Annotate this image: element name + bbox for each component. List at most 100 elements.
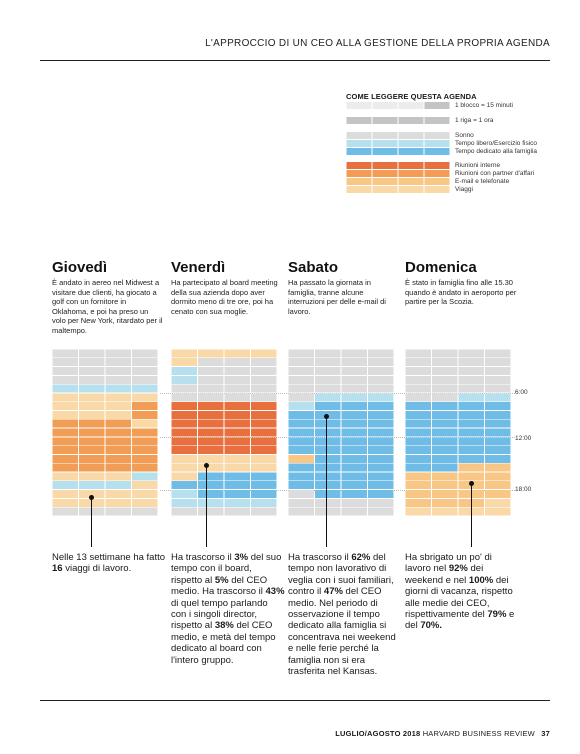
- schedule-block: [52, 472, 79, 481]
- schedule-block: [224, 393, 251, 402]
- schedule-block: [171, 349, 198, 358]
- schedule-block: [314, 463, 341, 472]
- schedule-block: [288, 419, 315, 428]
- schedule-block: [314, 507, 341, 516]
- schedule-block: [367, 375, 394, 384]
- schedule-block: [314, 481, 341, 490]
- legend-scale-block-swatch: [424, 102, 450, 109]
- day-name-giovedi: Giovedì: [52, 259, 108, 276]
- legend-swatch-travel: [372, 186, 398, 193]
- schedule-block: [52, 428, 79, 437]
- schedule-block: [131, 410, 158, 419]
- legend-swatch-travel: [424, 186, 450, 193]
- schedule-block: [52, 446, 79, 455]
- schedule-block: [314, 375, 341, 384]
- schedule-block: [171, 454, 198, 463]
- schedule-block: [367, 507, 394, 516]
- schedule-block: [484, 349, 511, 358]
- pointer-dot-domenica: [469, 481, 474, 486]
- schedule-block: [52, 419, 79, 428]
- schedule-block: [341, 393, 368, 402]
- schedule-block: [288, 481, 315, 490]
- schedule-block: [405, 375, 432, 384]
- header-title: L'APPROCCIO DI UN CEO ALLA GESTIONE DELL…: [205, 38, 550, 49]
- schedule-block: [288, 446, 315, 455]
- schedule-block: [250, 481, 277, 490]
- schedule-block: [484, 463, 511, 472]
- schedule-block: [250, 410, 277, 419]
- schedule-block: [458, 358, 485, 367]
- schedule-block: [484, 393, 511, 402]
- schedule-block: [52, 349, 79, 358]
- legend-scale-block-bg: [398, 102, 424, 109]
- schedule-block: [405, 446, 432, 455]
- schedule-block: [314, 437, 341, 446]
- schedule-block: [288, 498, 315, 507]
- schedule-block: [405, 428, 432, 437]
- schedule-block: [171, 393, 198, 402]
- schedule-block: [314, 402, 341, 411]
- schedule-block: [367, 498, 394, 507]
- pointer-dot-sabato: [324, 414, 329, 419]
- legend-swatch-email: [398, 178, 424, 185]
- schedule-block: [105, 446, 132, 455]
- schedule-block: [405, 498, 432, 507]
- legend-sleep: Sonno: [455, 132, 474, 139]
- schedule-block: [105, 472, 132, 481]
- schedule-block: [341, 419, 368, 428]
- schedule-block: [288, 507, 315, 516]
- schedule-block: [78, 393, 105, 402]
- schedule-block: [405, 358, 432, 367]
- schedule-block: [405, 472, 432, 481]
- schedule-block: [314, 393, 341, 402]
- legend-swatch-internal: [372, 162, 398, 169]
- schedule-block: [171, 481, 198, 490]
- schedule-block: [367, 366, 394, 375]
- schedule-block: [250, 393, 277, 402]
- schedule-block: [131, 437, 158, 446]
- schedule-block: [341, 507, 368, 516]
- schedule-block: [197, 463, 224, 472]
- day-name-domenica: Domenica: [405, 259, 477, 276]
- legend-title: COME LEGGERE QUESTA AGENDA: [346, 92, 477, 101]
- legend-free: Tempo libero/Esercizio fisico: [455, 140, 538, 147]
- legend-scale-row-swatch: [346, 117, 372, 124]
- schedule-block: [197, 349, 224, 358]
- schedule-block: [171, 375, 198, 384]
- schedule-block: [224, 490, 251, 499]
- schedule-block: [171, 498, 198, 507]
- schedule-block: [224, 507, 251, 516]
- schedule-block: [171, 472, 198, 481]
- schedule-block: [367, 454, 394, 463]
- schedule-block: [224, 428, 251, 437]
- legend-scale-block-bg: [346, 102, 372, 109]
- schedule-block: [131, 358, 158, 367]
- footer-issue: LUGLIO/AGOSTO 2018: [335, 729, 421, 738]
- schedule-block: [197, 402, 224, 411]
- schedule-block: [458, 393, 485, 402]
- schedule-block: [197, 454, 224, 463]
- schedule-block: [171, 419, 198, 428]
- schedule-block: [484, 507, 511, 516]
- schedule-block: [131, 490, 158, 499]
- schedule-block: [341, 410, 368, 419]
- schedule-block: [250, 384, 277, 393]
- schedule-block: [484, 437, 511, 446]
- schedule-block: [288, 384, 315, 393]
- legend-swatch-partners: [424, 170, 450, 177]
- pointer-line-venerdi: [206, 465, 207, 547]
- schedule-block: [105, 349, 132, 358]
- schedule-block: [171, 490, 198, 499]
- footer-rule: [40, 700, 550, 701]
- legend-swatch-free: [398, 140, 424, 147]
- note-sabato: Ha trascorso il 62% del tempo non lavora…: [288, 552, 396, 678]
- schedule-block: [405, 349, 432, 358]
- schedule-block: [405, 410, 432, 419]
- schedule-block: [341, 446, 368, 455]
- schedule-block: [78, 437, 105, 446]
- legend-swatch-sleep: [346, 132, 372, 139]
- legend-swatch-partners: [372, 170, 398, 177]
- schedule-block: [131, 419, 158, 428]
- schedule-block: [105, 490, 132, 499]
- schedule-block: [250, 507, 277, 516]
